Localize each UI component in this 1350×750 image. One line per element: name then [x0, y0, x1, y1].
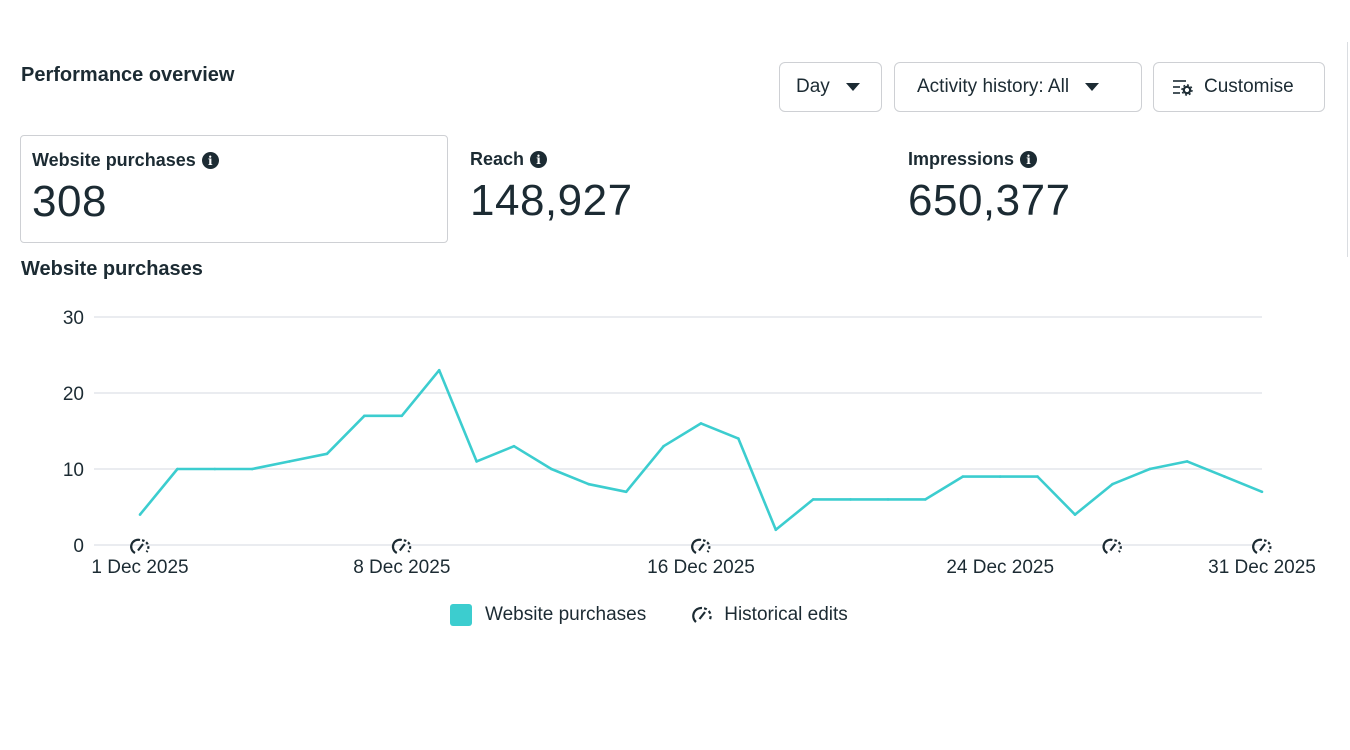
- data-point: [1185, 460, 1189, 463]
- customise-label: Customise: [1204, 76, 1294, 97]
- metric-label: Website purchases: [32, 150, 196, 170]
- activity-history-label: Activity history: All: [917, 76, 1070, 97]
- historical-edit-marker[interactable]: [1252, 538, 1272, 554]
- data-point: [1148, 467, 1152, 471]
- caret-down-icon: [1085, 83, 1100, 91]
- caret-down-icon: [845, 83, 860, 91]
- day-dropdown-label: Day: [796, 76, 830, 97]
- activity-history-dropdown[interactable]: Activity history: All: [894, 62, 1142, 112]
- x-tick-label: 1 Dec 2025: [91, 557, 188, 578]
- historical-edit-marker[interactable]: [691, 538, 711, 554]
- chart-title: Website purchases: [21, 258, 203, 280]
- metric-label-row: Reach i: [470, 149, 876, 170]
- data-point: [886, 498, 890, 501]
- info-icon[interactable]: i: [1020, 151, 1038, 168]
- legend-edits-label: Historical edits: [724, 604, 848, 625]
- data-point: [924, 498, 927, 501]
- data-point: [400, 414, 404, 418]
- historical-edit-marker[interactable]: [1102, 538, 1122, 554]
- historical-edit-icon: [692, 606, 712, 623]
- x-tick-label: 24 Dec 2025: [946, 557, 1054, 578]
- y-tick-label: 30: [63, 308, 84, 329]
- metric-card-website-purchases[interactable]: Website purchases i 308: [20, 135, 448, 243]
- metric-label: Impressions: [908, 149, 1015, 169]
- data-point: [288, 460, 291, 463]
- legend-series-label: Website purchases: [485, 604, 647, 625]
- data-point: [1036, 475, 1039, 478]
- info-icon[interactable]: i: [530, 151, 548, 168]
- data-point: [737, 437, 740, 440]
- x-tick-label: 16 Dec 2025: [647, 557, 755, 578]
- metric-label-row: Impressions i: [908, 149, 1314, 170]
- data-point: [176, 467, 179, 471]
- metric-card-reach[interactable]: Reach i 148,927: [459, 135, 887, 243]
- data-point: [363, 414, 366, 418]
- day-dropdown[interactable]: Day: [779, 62, 882, 112]
- metric-value: 650,377: [908, 176, 1071, 225]
- data-point: [1223, 475, 1226, 478]
- y-tick-label: 10: [63, 460, 84, 481]
- data-point: [811, 498, 815, 501]
- data-point: [550, 467, 553, 471]
- data-point: [774, 528, 778, 532]
- y-tick-label: 0: [73, 536, 84, 557]
- info-icon[interactable]: i: [201, 152, 219, 169]
- x-tick-label: 31 Dec 2025: [1208, 557, 1316, 578]
- data-point: [213, 467, 217, 471]
- data-point: [624, 490, 628, 494]
- metric-value: 148,927: [470, 176, 633, 225]
- historical-edit-marker[interactable]: [391, 538, 412, 554]
- legend-swatch: [450, 604, 472, 626]
- data-point: [699, 422, 703, 425]
- historical-edit-marker[interactable]: [130, 538, 150, 554]
- data-point: [662, 444, 665, 448]
- data-point: [250, 467, 254, 471]
- data-point: [587, 482, 591, 486]
- line-chart: 0 10 20 30 1 Dec 2025 8 Dec 2025 16 Dec 2025 24…: [63, 308, 1316, 578]
- right-divider: [1347, 42, 1348, 257]
- data-point: [1111, 482, 1114, 486]
- series-line: [138, 368, 1263, 532]
- metric-label-row: Website purchases i: [32, 150, 436, 171]
- chart-legend: Website purchases Historical edits: [450, 604, 892, 626]
- metric-value: 308: [32, 177, 107, 226]
- page-title: Performance overview: [21, 64, 235, 86]
- x-tick-label: 8 Dec 2025: [353, 557, 450, 578]
- legend-item-series[interactable]: Website purchases: [450, 604, 646, 626]
- data-point: [475, 460, 478, 463]
- customise-icon: [1173, 80, 1193, 96]
- data-point: [849, 498, 852, 501]
- customise-button[interactable]: Customise: [1153, 62, 1325, 112]
- data-point: [998, 475, 1002, 478]
- data-point: [961, 475, 965, 478]
- metric-card-impressions[interactable]: Impressions i 650,377: [897, 135, 1325, 243]
- data-point: [1260, 490, 1264, 494]
- legend-item-historical-edits[interactable]: Historical edits: [690, 604, 848, 626]
- data-point: [138, 513, 142, 516]
- y-tick-label: 20: [63, 384, 84, 405]
- data-point: [325, 452, 329, 456]
- data-point: [1073, 513, 1077, 516]
- data-point: [437, 368, 441, 372]
- data-point: [512, 444, 516, 448]
- metric-label: Reach: [470, 149, 525, 169]
